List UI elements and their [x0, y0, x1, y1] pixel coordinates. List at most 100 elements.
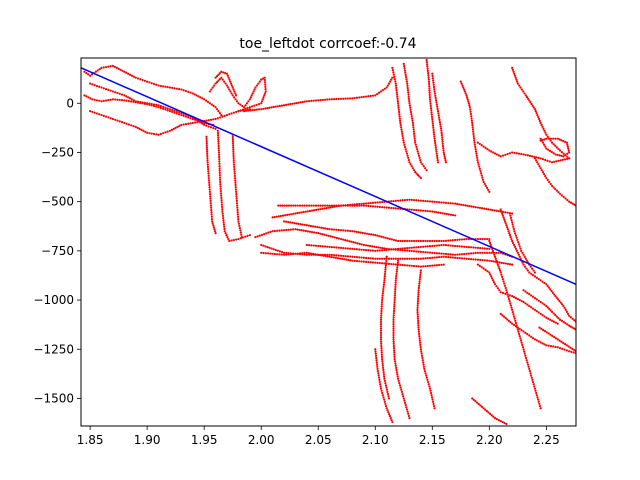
- scatter-point: [469, 112, 473, 116]
- scatter-point: [221, 210, 224, 213]
- scatter-point: [509, 216, 513, 219]
- scatter-point: [533, 271, 537, 274]
- scatter-point: [230, 84, 233, 87]
- scatter-point: [528, 367, 531, 371]
- scatter-point: [535, 394, 538, 397]
- scatter-point: [367, 95, 370, 98]
- scatter-point: [217, 144, 220, 148]
- scatter-point: [236, 211, 239, 214]
- scatter-point: [467, 246, 470, 249]
- scatter-point: [554, 321, 557, 324]
- scatter-point: [392, 312, 395, 315]
- scatter-point: [543, 343, 546, 346]
- scatter-point: [460, 203, 463, 206]
- scatter-point: [211, 86, 214, 89]
- scatter-point: [390, 262, 393, 266]
- scatter-point: [447, 244, 450, 247]
- scatter-point: [406, 154, 409, 157]
- scatter-point: [413, 137, 416, 140]
- scatter-point: [419, 176, 422, 180]
- y-tick-label: −250: [41, 145, 74, 159]
- scatter-point: [427, 80, 431, 83]
- scatter-point: [369, 261, 372, 264]
- scatter-point: [493, 283, 497, 286]
- scatter-point: [412, 239, 416, 243]
- scatter-point: [120, 93, 124, 96]
- scatter-point: [219, 187, 222, 190]
- scatter-point: [257, 108, 261, 111]
- scatter-point: [426, 69, 429, 72]
- scatter-point: [374, 205, 377, 208]
- scatter-point: [428, 89, 431, 92]
- scatter-point: [225, 234, 228, 237]
- scatter-point: [102, 87, 105, 90]
- scatter-point: [480, 144, 483, 147]
- scatter-point: [379, 331, 383, 334]
- scatter-point: [308, 244, 311, 247]
- scatter-point: [534, 159, 538, 162]
- scatter-point: [243, 110, 246, 113]
- scatter-point: [280, 104, 284, 107]
- scatter-point: [206, 100, 210, 104]
- scatter-point: [220, 196, 223, 199]
- scatter-point: [568, 200, 571, 203]
- scatter-point: [403, 257, 407, 260]
- scatter-point: [408, 102, 411, 105]
- scatter-point: [263, 78, 266, 82]
- scatter-point: [471, 128, 475, 131]
- scatter-point: [543, 129, 546, 132]
- scatter-point: [429, 391, 433, 395]
- scatter-point: [485, 251, 489, 254]
- scatter-point: [399, 239, 402, 243]
- scatter-point: [466, 98, 469, 101]
- scatter-point: [411, 121, 414, 125]
- scatter-point: [379, 246, 382, 249]
- scatter-point: [354, 241, 357, 244]
- scatter-point: [556, 346, 559, 349]
- scatter-point: [381, 206, 384, 209]
- scatter-point: [508, 300, 511, 303]
- scatter-point: [392, 327, 395, 330]
- scatter-point: [411, 167, 414, 170]
- scatter-point: [512, 225, 515, 228]
- scatter-point: [109, 89, 112, 92]
- scatter-point: [250, 94, 253, 97]
- scatter-point: [234, 179, 237, 182]
- scatter-point: [355, 259, 359, 263]
- scatter-point: [148, 102, 151, 105]
- scatter-point: [217, 149, 220, 152]
- scatter-point: [417, 209, 420, 212]
- scatter-point: [292, 204, 295, 207]
- scatter-point: [157, 84, 160, 87]
- scatter-point: [407, 91, 410, 94]
- scatter-point: [560, 194, 563, 197]
- scatter-point: [262, 244, 265, 247]
- scatter-point: [323, 98, 327, 101]
- scatter-point: [431, 210, 434, 213]
- scatter-point: [208, 181, 211, 184]
- scatter-point: [150, 132, 153, 135]
- scatter-point: [481, 251, 484, 254]
- scatter-point: [148, 81, 151, 84]
- scatter-point: [319, 232, 322, 235]
- scatter-point: [428, 256, 432, 260]
- scatter-point: [381, 249, 384, 252]
- scatter-point: [447, 213, 450, 216]
- scatter-point: [524, 356, 528, 360]
- scatter-point: [535, 298, 538, 301]
- scatter-point: [276, 249, 279, 252]
- scatter-point: [335, 204, 338, 207]
- scatter-point: [277, 204, 280, 207]
- scatter-point: [388, 237, 391, 240]
- scatter-point: [519, 247, 522, 250]
- scatter-point: [291, 102, 294, 105]
- scatter-point: [330, 204, 334, 207]
- scatter-point: [426, 251, 429, 254]
- scatter-point: [401, 249, 404, 252]
- scatter-point: [422, 265, 425, 268]
- scatter-point: [511, 151, 514, 154]
- scatter-point: [184, 89, 188, 93]
- scatter-point: [393, 303, 396, 306]
- scatter-point: [517, 152, 521, 155]
- scatter-point: [488, 237, 491, 241]
